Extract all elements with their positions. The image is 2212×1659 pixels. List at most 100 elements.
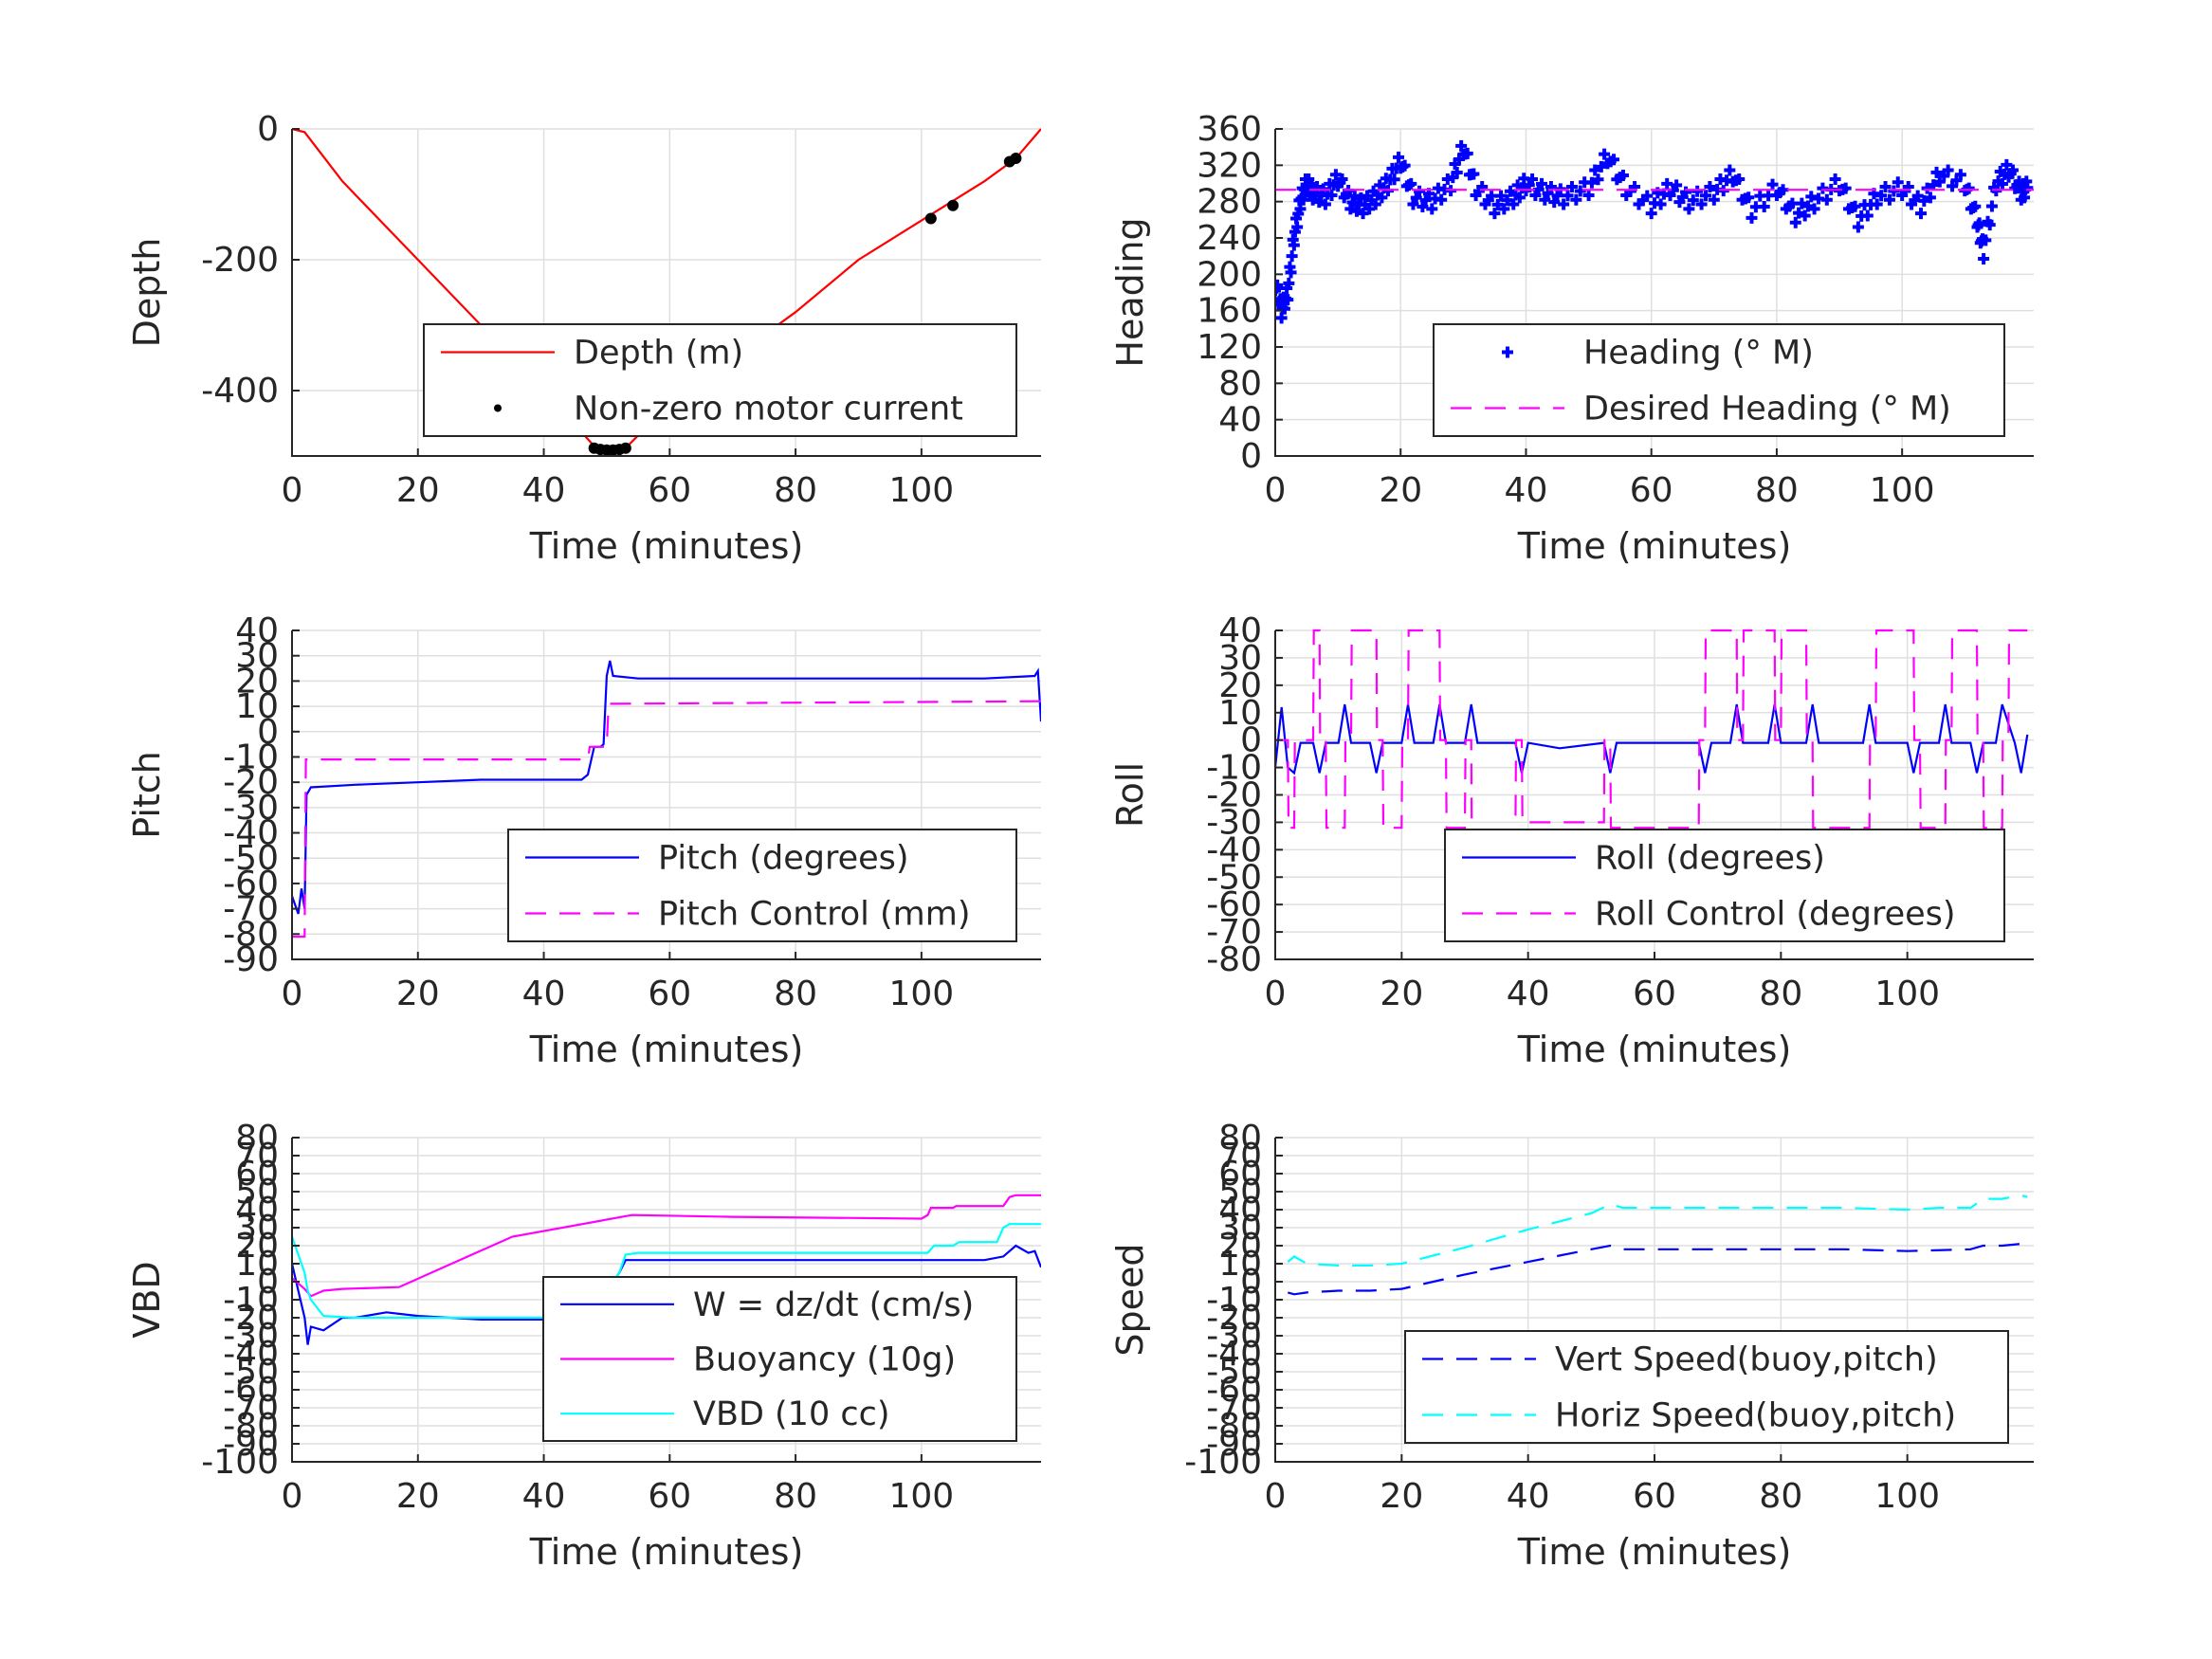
x-tick-label: 100 bbox=[1870, 471, 1935, 510]
x-tick-label: 60 bbox=[648, 1477, 691, 1516]
data-point bbox=[1495, 190, 1508, 202]
data-point bbox=[1888, 185, 1900, 197]
data-point bbox=[1508, 198, 1520, 210]
data-point bbox=[1933, 175, 1946, 188]
data-point bbox=[1947, 180, 1959, 192]
data-point bbox=[1535, 177, 1547, 190]
y-tick-label: -20 bbox=[223, 1299, 279, 1338]
data-point bbox=[1523, 179, 1535, 191]
data-point bbox=[1617, 170, 1629, 182]
x-tick-label: 0 bbox=[282, 1477, 303, 1516]
x-tick-label: 20 bbox=[1379, 471, 1422, 510]
y-tick-label: 80 bbox=[1218, 1119, 1262, 1158]
data-point bbox=[1801, 200, 1814, 212]
data-point bbox=[1363, 203, 1376, 215]
y-tick-label: 320 bbox=[1197, 146, 1262, 185]
legend-label: Horiz Speed(buoy,pitch) bbox=[1555, 1397, 1956, 1435]
x-tick-label: 40 bbox=[1505, 471, 1548, 510]
data-point bbox=[1733, 173, 1746, 186]
y-axis-label: VBD bbox=[126, 1261, 168, 1338]
y-tick-label: 40 bbox=[1218, 1191, 1262, 1230]
data-point bbox=[1355, 191, 1367, 204]
data-point bbox=[1414, 185, 1426, 197]
data-point bbox=[1513, 191, 1526, 204]
y-tick-label: -80 bbox=[1206, 940, 1262, 979]
y-tick-label: -40 bbox=[223, 814, 279, 853]
data-point bbox=[1875, 190, 1888, 202]
y-tick-label: 0 bbox=[257, 713, 279, 752]
y-tick-label: -60 bbox=[223, 1371, 279, 1410]
legend: Roll (degrees) Roll Control (degrees) bbox=[1444, 829, 2005, 942]
series-line-3 bbox=[292, 1223, 1041, 1320]
y-tick-label: -70 bbox=[223, 1389, 279, 1428]
data-point bbox=[1699, 190, 1711, 202]
series-line-1 bbox=[1275, 703, 2029, 775]
y-tick-label: 10 bbox=[235, 687, 279, 726]
data-point bbox=[1010, 153, 1022, 165]
data-point bbox=[1861, 210, 1874, 222]
data-point bbox=[1950, 174, 1963, 187]
data-point bbox=[1983, 219, 1996, 231]
x-axis-label: Time (minutes) bbox=[1517, 1531, 1792, 1573]
data-point bbox=[1410, 191, 1422, 204]
x-tick-label: 60 bbox=[1633, 1477, 1676, 1516]
y-tick-label: 70 bbox=[1218, 1137, 1262, 1176]
data-point bbox=[1350, 205, 1362, 217]
data-point bbox=[1288, 239, 1300, 251]
data-point bbox=[1313, 196, 1325, 209]
y-tick-label: 240 bbox=[1197, 219, 1262, 258]
data-point bbox=[1498, 203, 1510, 215]
legend-box bbox=[1404, 1330, 2009, 1444]
chart-panel-2: 0 20 40 60 80 10004080120160200240280320360Ti… bbox=[1109, 110, 2034, 567]
x-tick-label: 100 bbox=[1874, 975, 1940, 1013]
data-point bbox=[1329, 169, 1342, 181]
data-point bbox=[1724, 164, 1736, 176]
x-tick-label: 80 bbox=[1755, 471, 1799, 510]
x-tick-label: 20 bbox=[396, 471, 440, 510]
legend: Heading (° M) Desired Heading (° M) bbox=[1433, 323, 2005, 437]
x-axis-label: Time (minutes) bbox=[529, 525, 804, 567]
series-line-2 bbox=[1275, 629, 2028, 838]
data-point bbox=[1562, 190, 1574, 202]
data-point bbox=[1918, 194, 1930, 207]
y-tick-label: -40 bbox=[1206, 1335, 1262, 1374]
data-point bbox=[1369, 198, 1381, 210]
x-tick-label: 40 bbox=[522, 975, 566, 1013]
y-tick-label: 10 bbox=[235, 1245, 279, 1284]
y-tick-label: -30 bbox=[223, 789, 279, 828]
data-point bbox=[1294, 203, 1307, 215]
legend: Depth (m) Non-zero motor current bbox=[423, 323, 1017, 437]
data-point bbox=[1608, 154, 1620, 166]
y-tick-label: -90 bbox=[1206, 1425, 1262, 1464]
y-axis-label: Speed bbox=[1109, 1243, 1151, 1356]
y-tick-label: -20 bbox=[1206, 776, 1262, 815]
data-point bbox=[1680, 186, 1692, 198]
data-point bbox=[1388, 173, 1400, 186]
data-point bbox=[1954, 169, 1966, 181]
legend-label: Roll (degrees) bbox=[1595, 840, 1825, 878]
data-point bbox=[1501, 194, 1513, 207]
data-point bbox=[1426, 203, 1438, 215]
y-tick-label: 0 bbox=[257, 110, 279, 149]
legend: W = dz/dt (cm/s) Buoyancy (10g) VBD (10 cc… bbox=[542, 1276, 1017, 1442]
legend-label: Heading (° M) bbox=[1583, 335, 1814, 373]
x-tick-label: 100 bbox=[889, 1477, 955, 1516]
data-point bbox=[1942, 164, 1954, 176]
x-tick-label: 80 bbox=[774, 471, 817, 510]
data-point bbox=[1808, 203, 1820, 215]
data-point bbox=[1871, 198, 1883, 210]
x-tick-label: 80 bbox=[1759, 975, 1802, 1013]
data-point bbox=[619, 442, 631, 454]
x-axis-label: Time (minutes) bbox=[1517, 525, 1792, 567]
data-point bbox=[2021, 182, 2034, 194]
data-point bbox=[1376, 191, 1388, 204]
y-tick-label: -50 bbox=[223, 839, 279, 878]
data-point bbox=[1468, 168, 1480, 180]
data-point bbox=[1589, 164, 1601, 176]
data-point bbox=[1695, 198, 1708, 210]
data-point bbox=[924, 212, 937, 225]
y-tick-label: -10 bbox=[223, 1281, 279, 1320]
x-tick-label: 40 bbox=[1507, 1477, 1550, 1516]
y-tick-label: -60 bbox=[1206, 885, 1262, 924]
